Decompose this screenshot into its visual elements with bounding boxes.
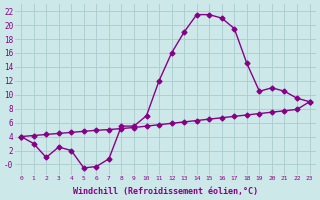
X-axis label: Windchill (Refroidissement éolien,°C): Windchill (Refroidissement éolien,°C) <box>73 187 258 196</box>
